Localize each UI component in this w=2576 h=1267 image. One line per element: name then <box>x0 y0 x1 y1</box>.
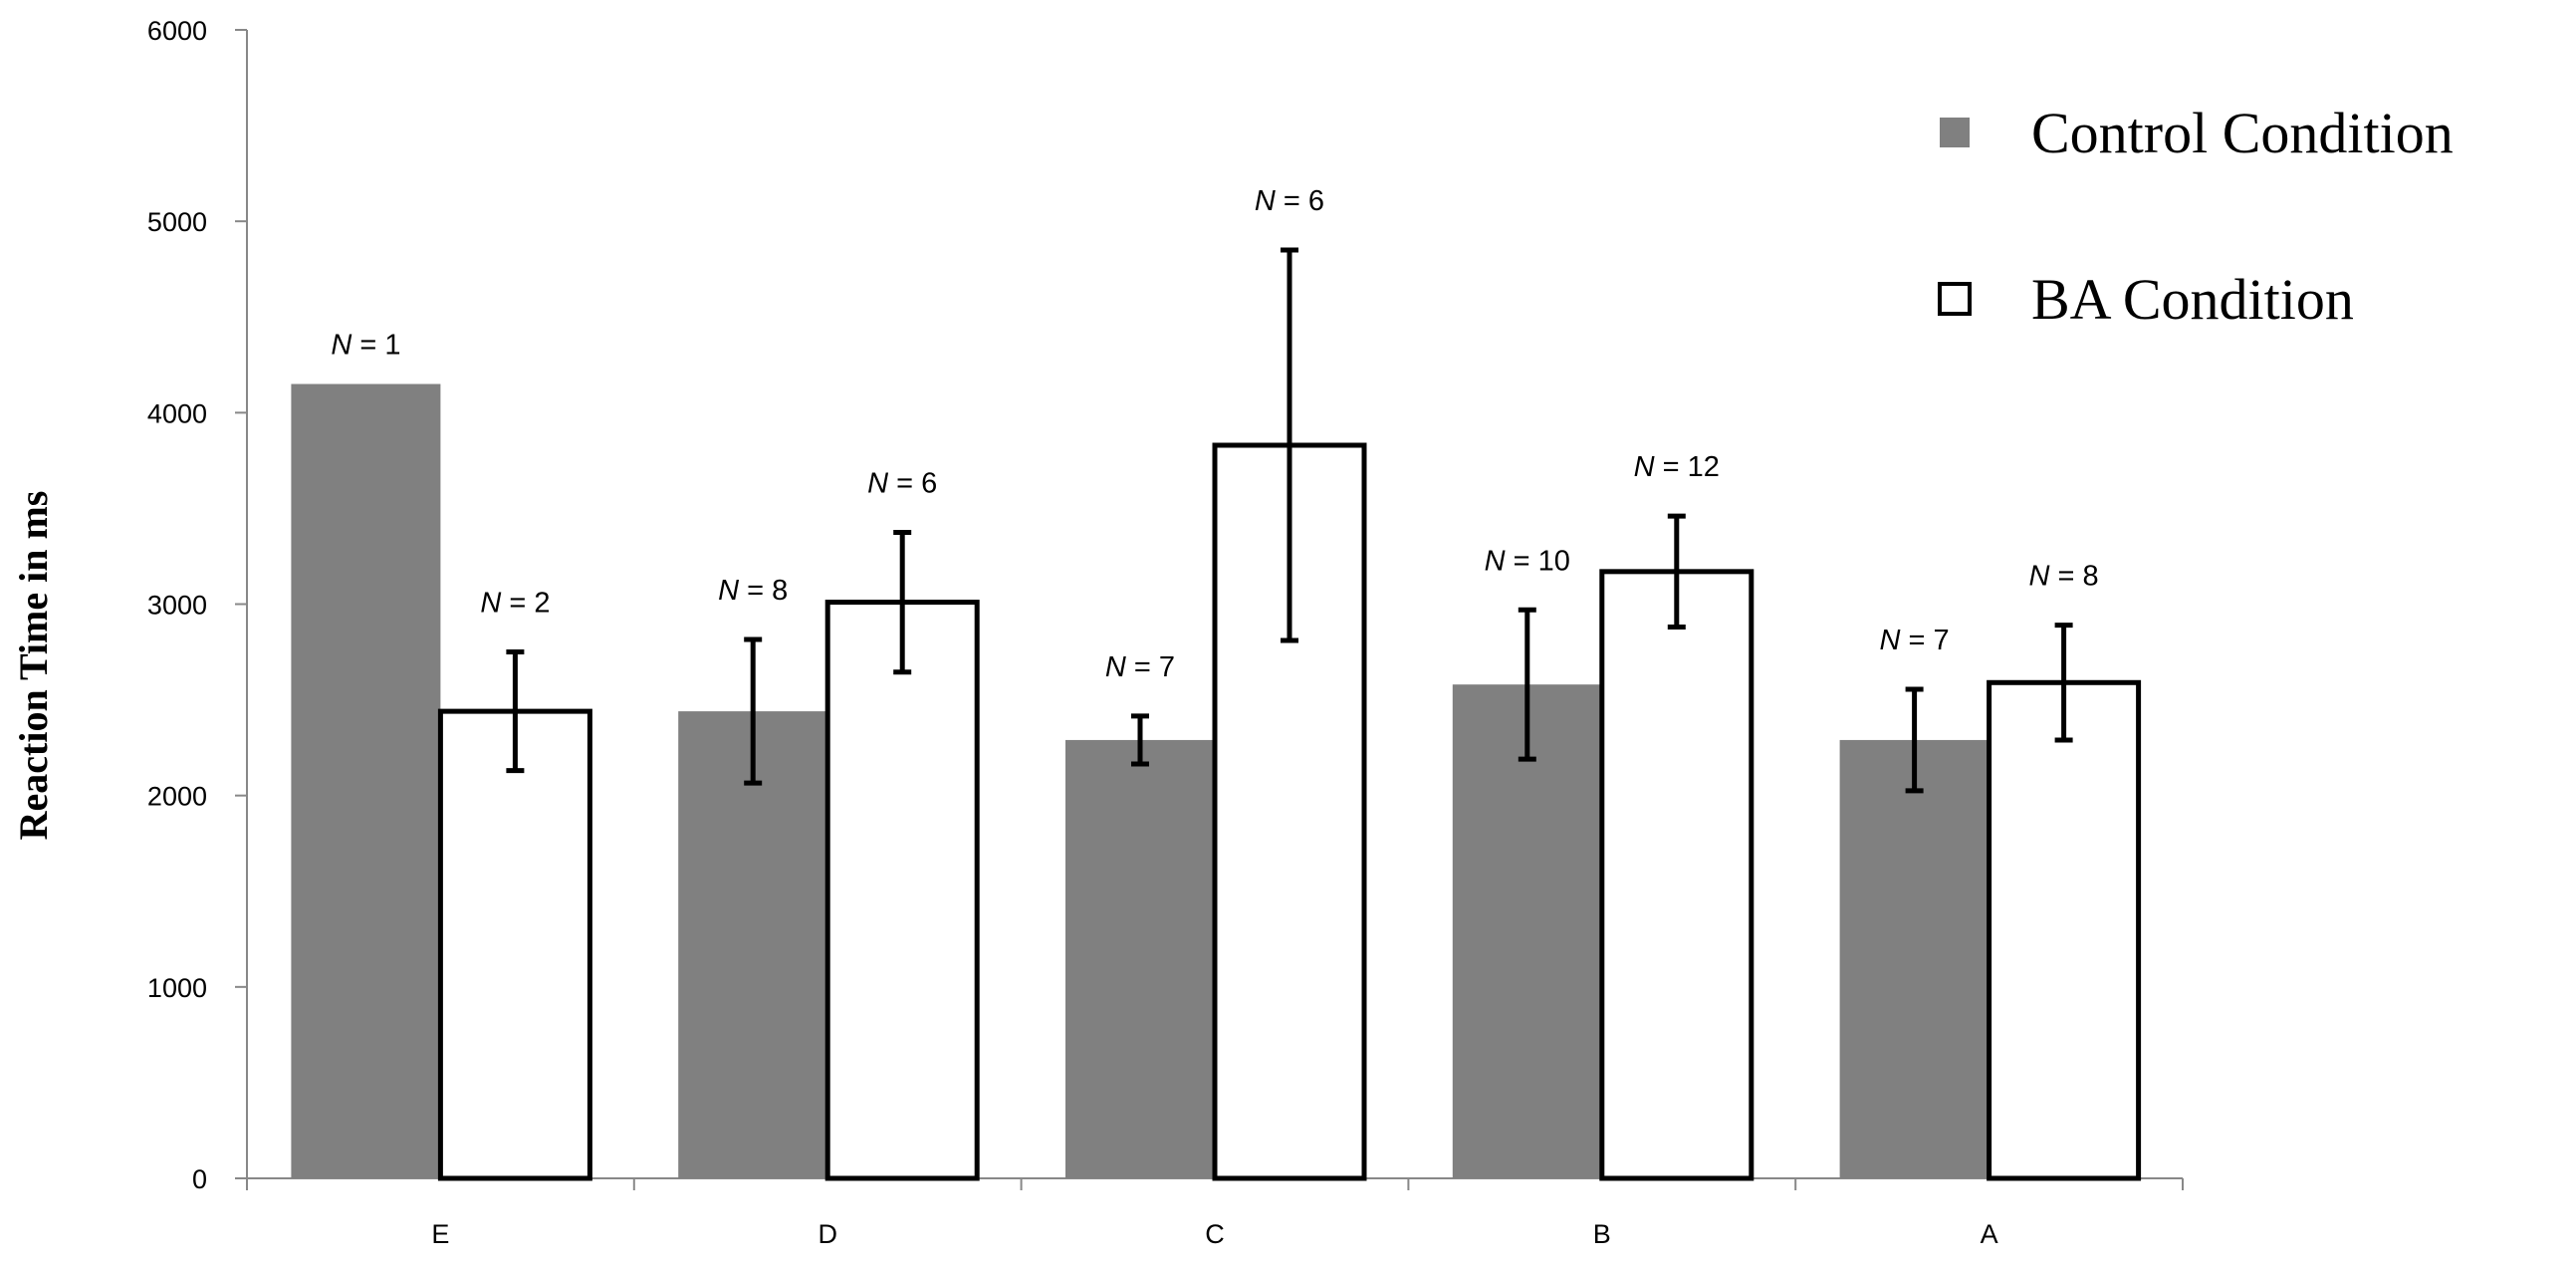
n-label: N = 6 <box>867 467 937 499</box>
bar-ba <box>1599 569 1755 1181</box>
n-label: N = 2 <box>480 588 550 620</box>
n-label: N = 8 <box>718 575 788 607</box>
n-label: N = 7 <box>1880 625 1950 656</box>
y-tick-label: 5000 <box>147 207 207 237</box>
labels: E N = 1 N = 2 D N = 8 N = 6 C N = 7 N = 6 B N = 10… <box>331 185 2098 1249</box>
y-tick-label: 4000 <box>147 398 207 428</box>
n-label: N = 10 <box>1485 545 1570 577</box>
legend-swatch-control <box>1940 118 1970 147</box>
y-tick-label: 0 <box>192 1164 207 1194</box>
x-tick-label: D <box>818 1219 837 1249</box>
y-tick-label: 6000 <box>147 16 207 46</box>
bar-control <box>678 711 828 1178</box>
bar-control <box>291 383 441 1179</box>
bar-ba <box>824 600 980 1181</box>
n-label: N = 6 <box>1255 185 1324 217</box>
y-tick-label: 1000 <box>147 973 207 1003</box>
x-tick-label: A <box>1981 1219 1998 1249</box>
legend-label-control: Control Condition <box>2031 101 2454 165</box>
bar-control <box>1452 684 1602 1178</box>
bar-control <box>1065 739 1215 1178</box>
n-label: N = 8 <box>2029 561 2099 593</box>
y-axis-label: Reaction Time in ms <box>11 491 56 841</box>
y-tick-label: 3000 <box>147 591 207 621</box>
y-tick-label: 2000 <box>147 782 207 812</box>
bars <box>291 247 2142 1181</box>
legend-swatch-ba <box>1938 282 1972 316</box>
x-tick-label: E <box>431 1219 449 1249</box>
legend-label-ba: BA Condition <box>2031 267 2354 332</box>
n-label: N = 7 <box>1105 651 1175 683</box>
bar-ba <box>1987 679 2142 1181</box>
x-tick-label: C <box>1205 1219 1225 1249</box>
n-label: N = 12 <box>1634 451 1720 483</box>
bar-control <box>1839 739 1990 1178</box>
n-label: N = 1 <box>331 330 400 362</box>
legend: Control Condition BA Condition <box>1938 101 2454 332</box>
bar-ba <box>437 708 592 1181</box>
x-tick-label: B <box>1593 1219 1611 1249</box>
